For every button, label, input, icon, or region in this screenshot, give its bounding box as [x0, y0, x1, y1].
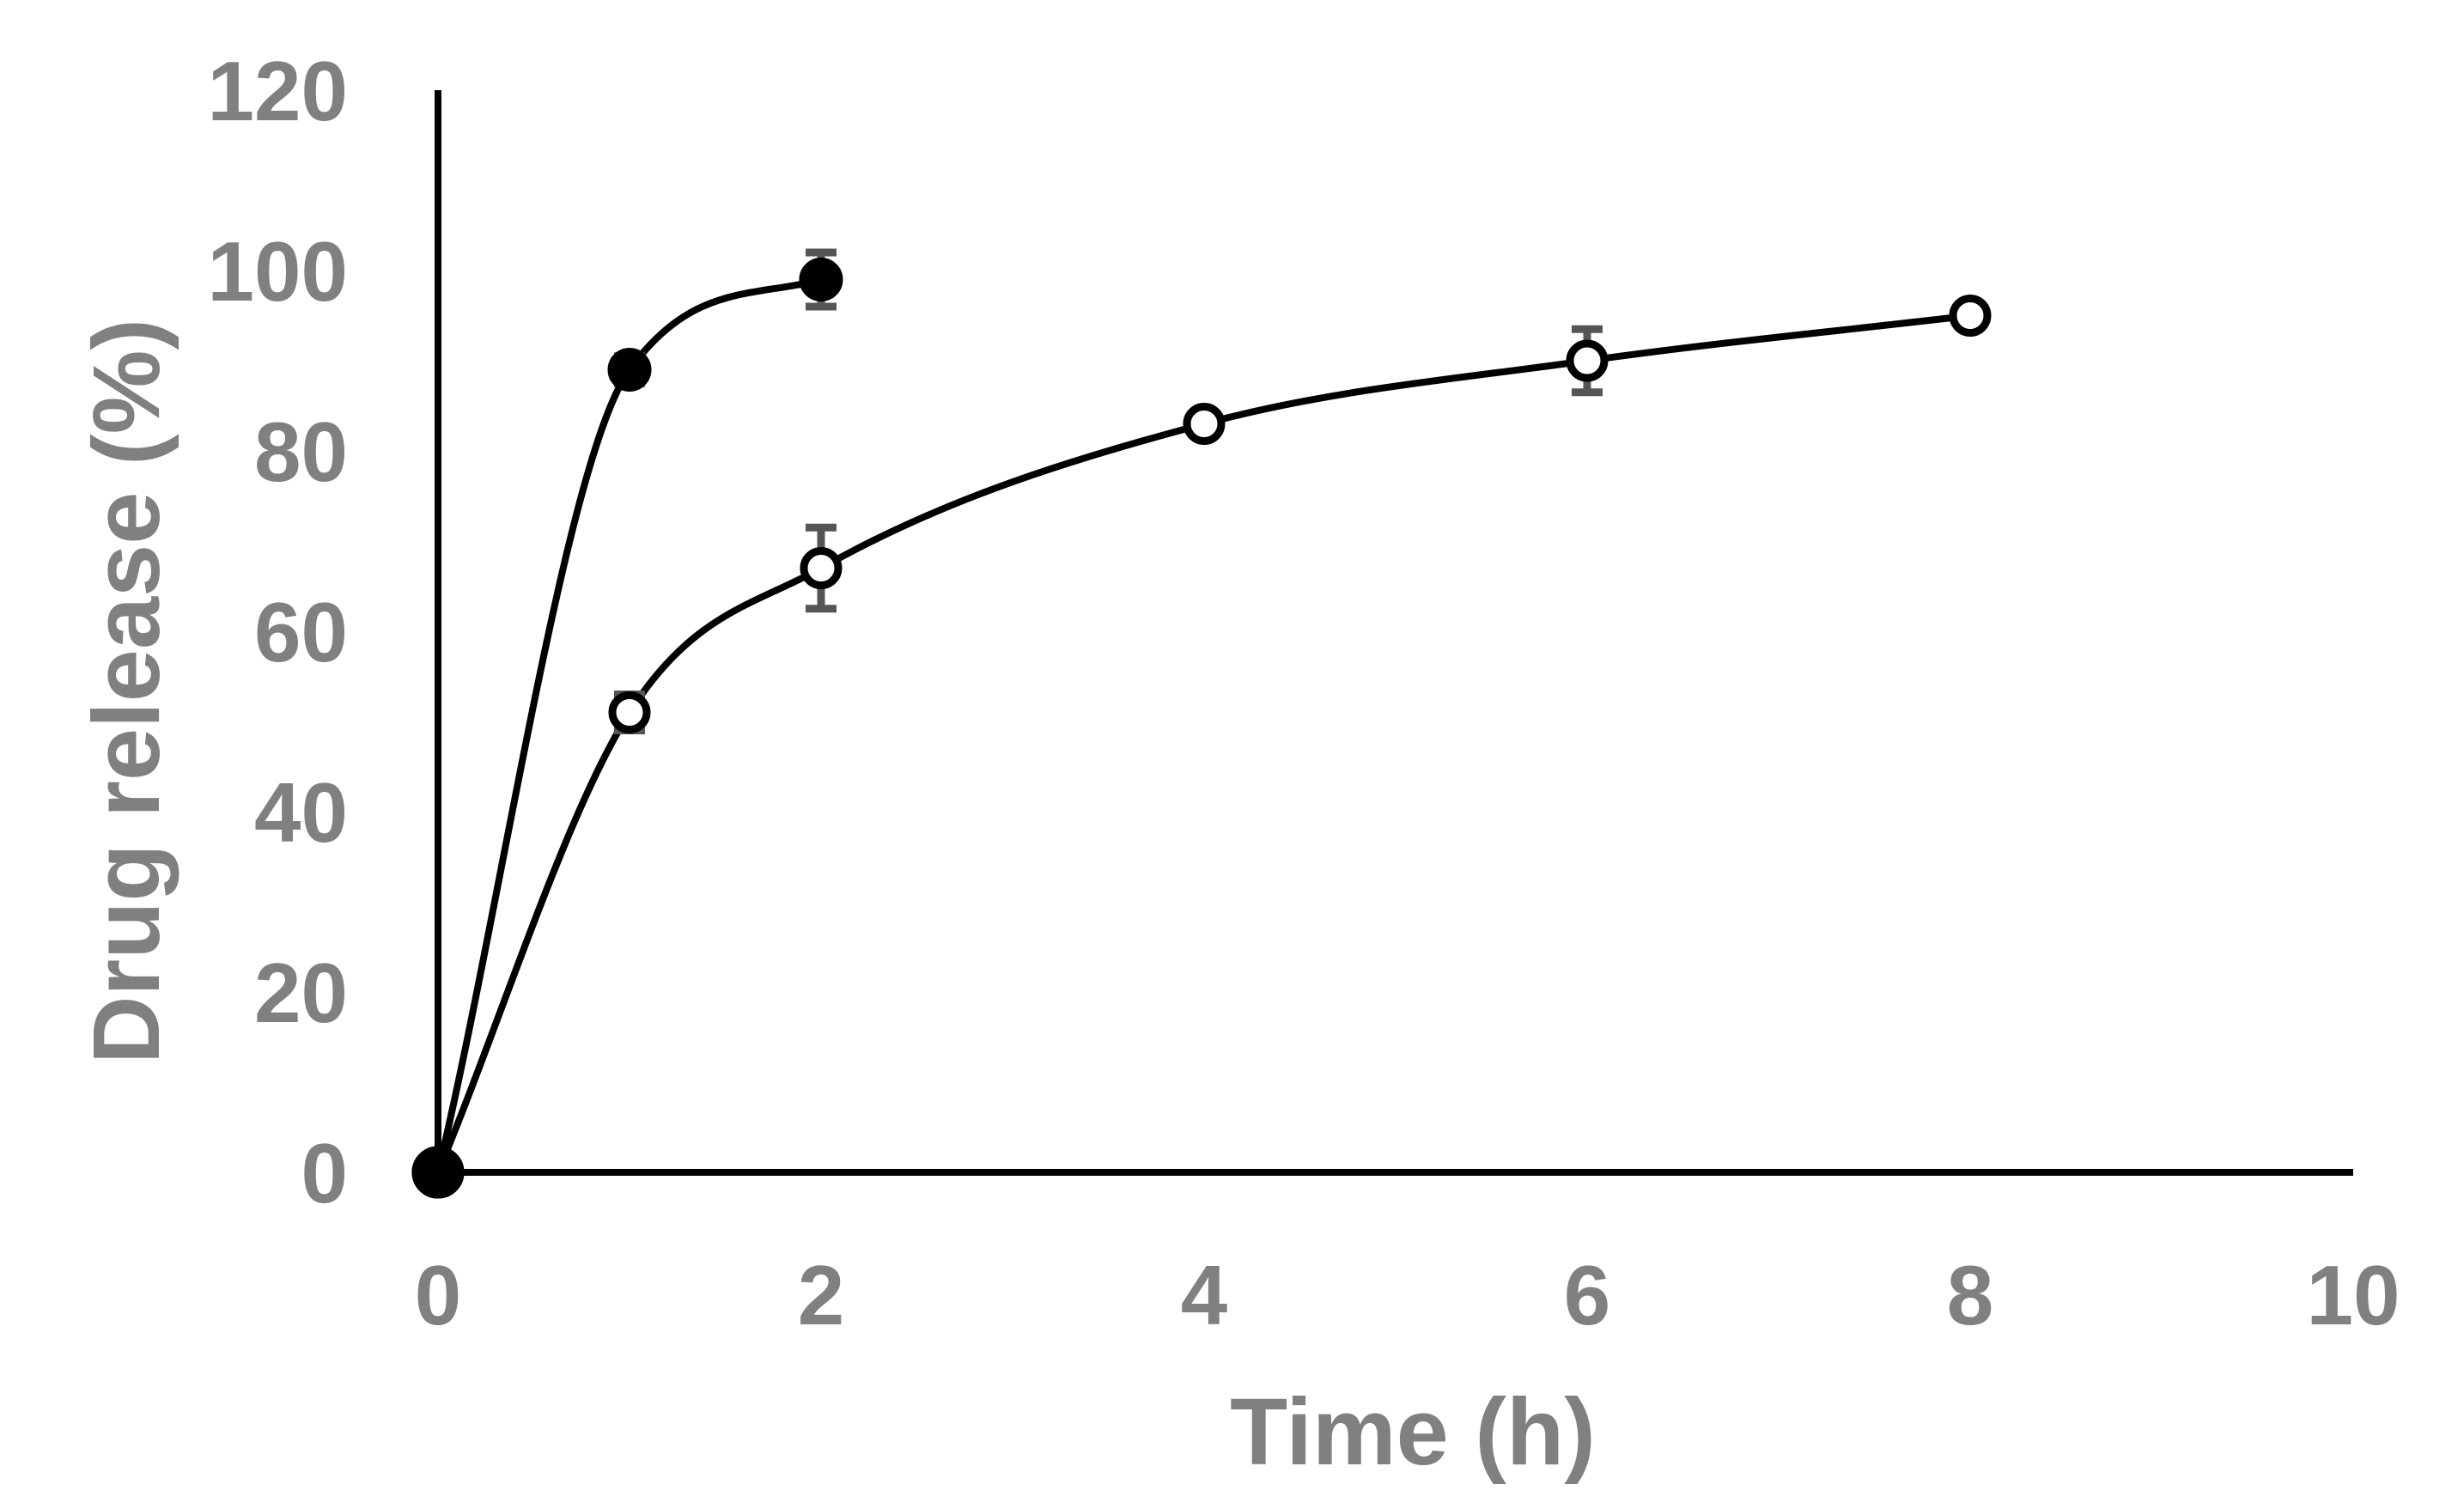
y-tick-label: 100: [207, 224, 348, 319]
y-axis-title: Drug release (%): [74, 319, 179, 1064]
x-tick-label: 4: [1181, 1248, 1228, 1342]
series-line: [435, 276, 823, 1173]
y-tick-label: 0: [301, 1126, 348, 1220]
y-tick-label: 40: [254, 765, 348, 860]
y-tick-label: 120: [207, 44, 348, 138]
y-tick-label: 20: [254, 946, 348, 1040]
y-tick-label: 80: [254, 405, 348, 499]
data-point: [608, 691, 651, 733]
data-point: [1183, 403, 1226, 445]
x-axis-title: Time (h): [1230, 1379, 1596, 1485]
x-tick-label: 2: [798, 1248, 845, 1342]
series-open-circle: [411, 295, 1992, 1199]
x-tick-label: 10: [2306, 1248, 2400, 1342]
data-point: [799, 258, 843, 301]
y-tick-label: 60: [254, 585, 348, 679]
data-point: [1566, 339, 1609, 382]
data-point: [411, 1146, 465, 1199]
data-point: [1949, 295, 1992, 337]
data-point: [800, 547, 843, 589]
tick-labels: 0 20 40 60 80 100 120 0 2 4 6 8 10: [207, 44, 2400, 1342]
data-point: [607, 348, 652, 392]
series-line: [435, 312, 1971, 1174]
axes: [435, 90, 2353, 1176]
x-tick-label: 6: [1564, 1248, 1611, 1342]
x-tick-label: 0: [415, 1248, 462, 1342]
x-tick-label: 8: [1947, 1248, 1994, 1342]
series-group: [411, 248, 1992, 1199]
